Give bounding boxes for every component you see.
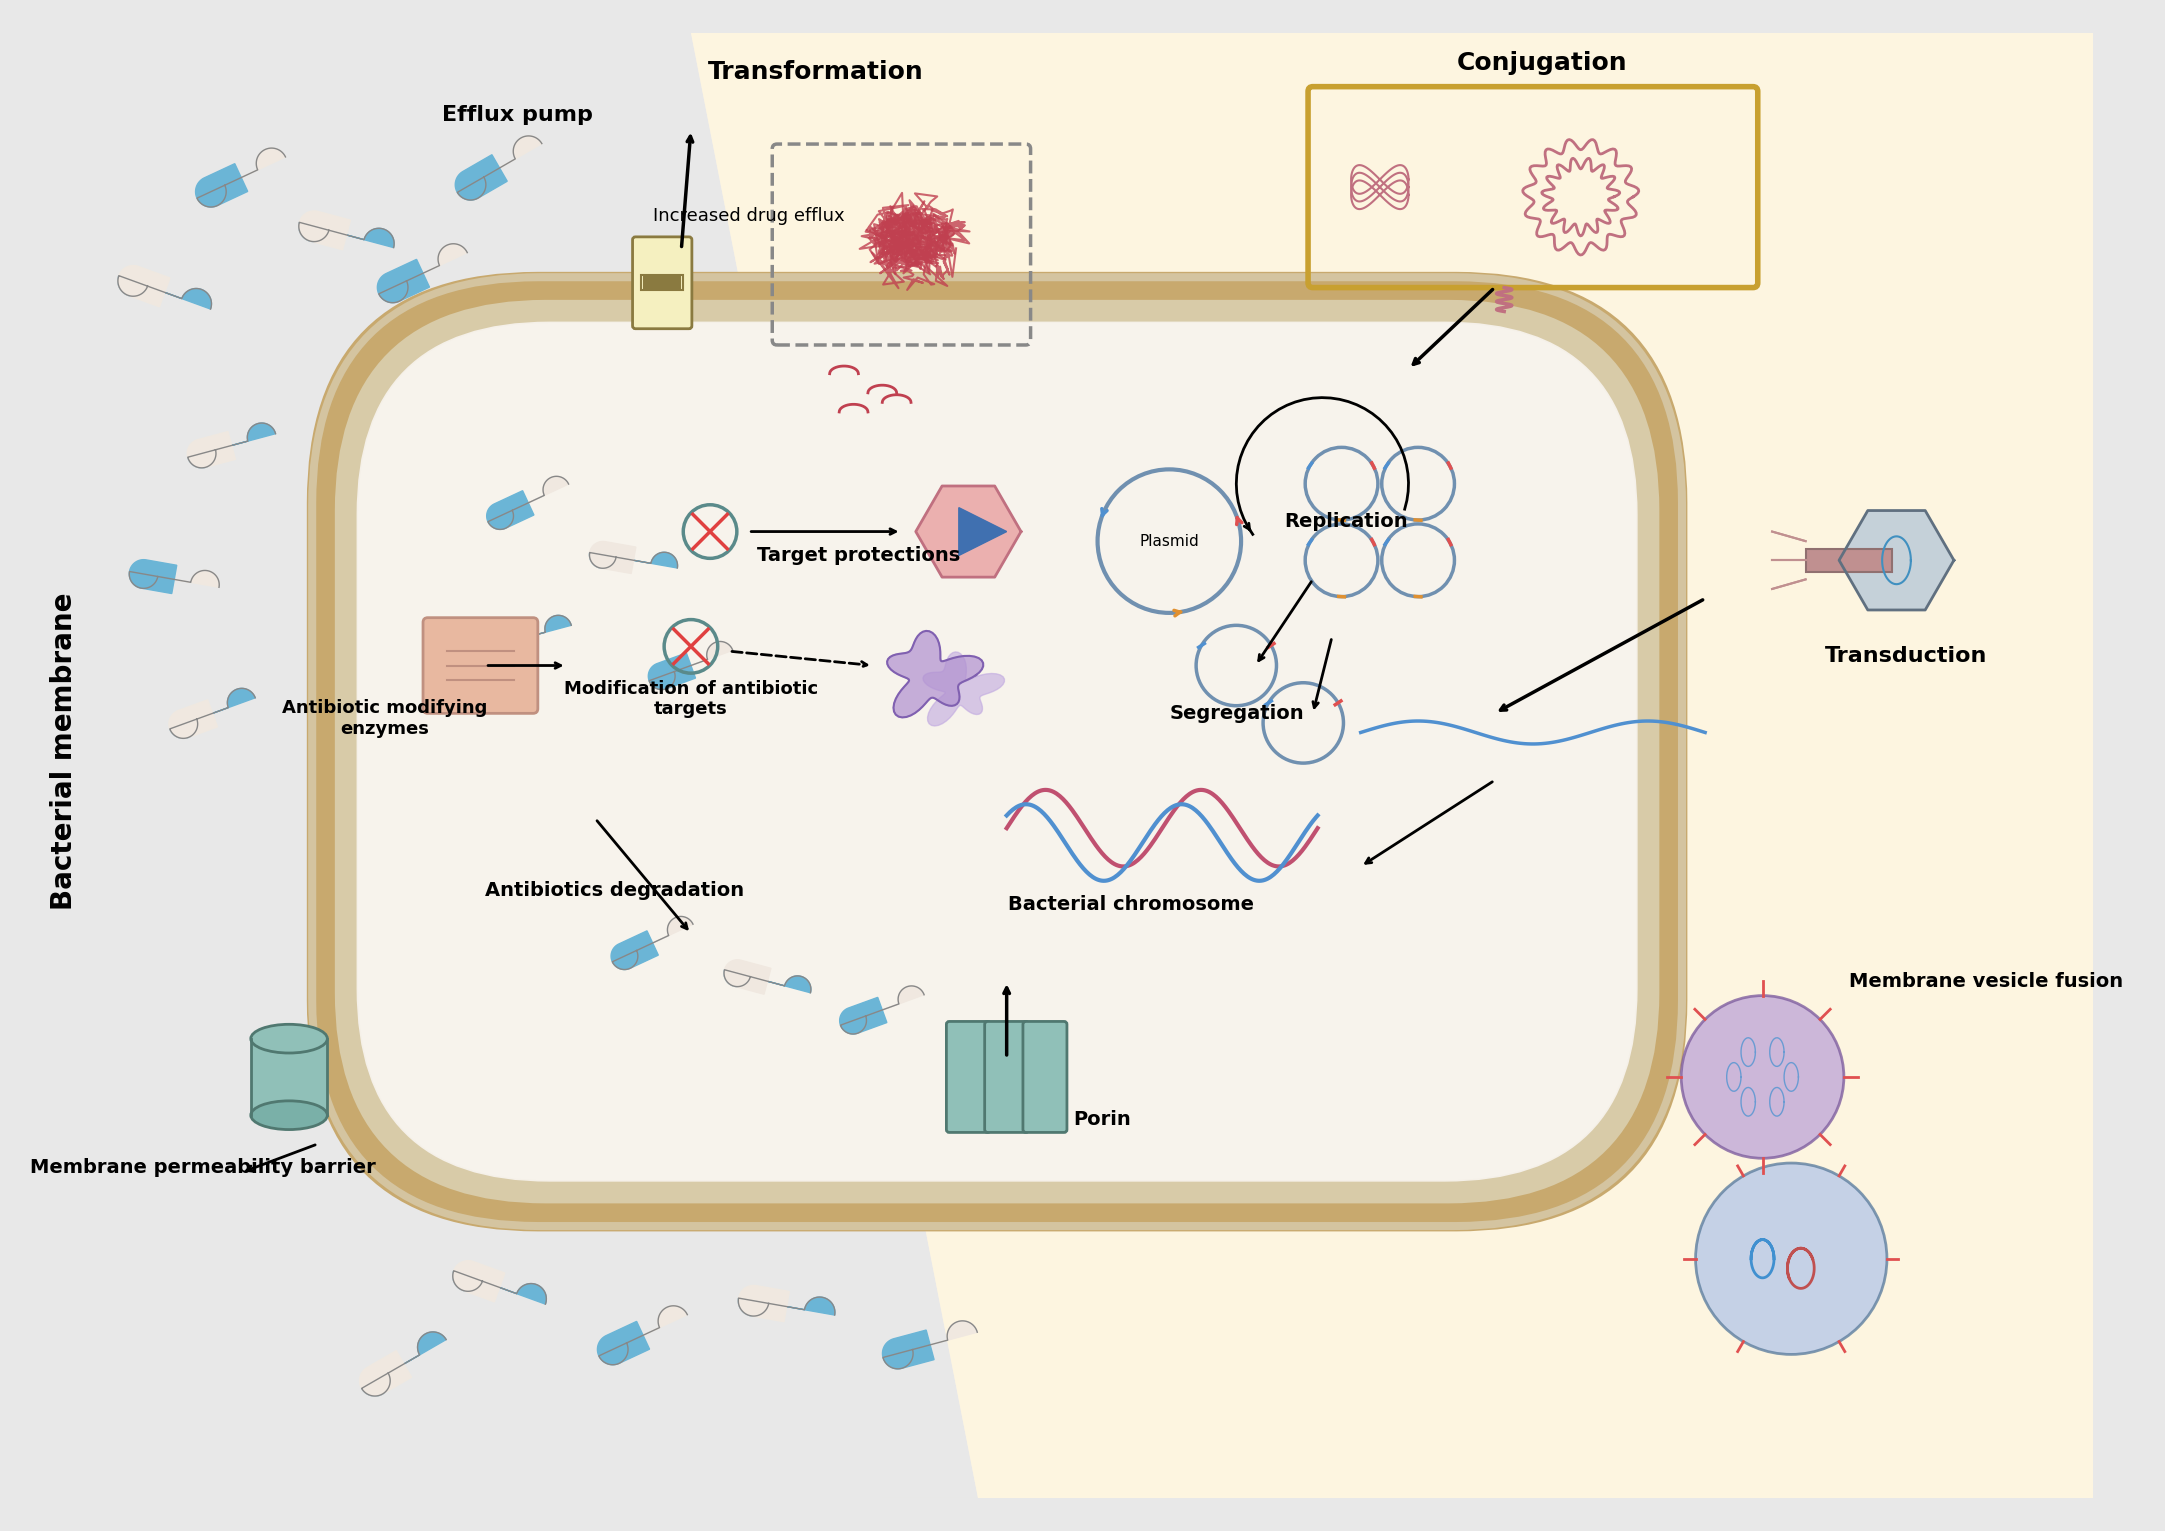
Polygon shape (589, 542, 637, 574)
Polygon shape (840, 997, 888, 1033)
Polygon shape (883, 1330, 933, 1369)
Polygon shape (299, 211, 351, 250)
Polygon shape (691, 34, 1026, 1497)
FancyBboxPatch shape (357, 323, 1637, 1180)
Ellipse shape (251, 1024, 327, 1053)
Polygon shape (169, 700, 216, 738)
Text: Transduction: Transduction (1825, 646, 1987, 666)
Polygon shape (922, 652, 1005, 726)
FancyBboxPatch shape (422, 617, 537, 713)
Text: Conjugation: Conjugation (1457, 51, 1628, 75)
Polygon shape (487, 491, 535, 530)
Circle shape (1695, 1164, 1888, 1355)
Polygon shape (452, 1271, 546, 1304)
FancyBboxPatch shape (946, 1021, 989, 1133)
Bar (1806, 548, 1892, 571)
Polygon shape (613, 917, 693, 969)
Polygon shape (883, 34, 2094, 1497)
Polygon shape (362, 1332, 446, 1396)
Text: Antibiotics degradation: Antibiotics degradation (485, 880, 745, 900)
Polygon shape (611, 931, 658, 969)
Text: Target protections: Target protections (758, 547, 959, 565)
Text: Plasmid: Plasmid (1139, 534, 1199, 548)
Polygon shape (457, 136, 541, 201)
Polygon shape (916, 485, 1022, 577)
Polygon shape (485, 615, 572, 658)
Polygon shape (197, 149, 286, 207)
Text: Modification of antibiotic
targets: Modification of antibiotic targets (563, 680, 818, 718)
Polygon shape (379, 243, 468, 303)
Ellipse shape (251, 1101, 327, 1130)
FancyBboxPatch shape (320, 286, 1674, 1217)
Polygon shape (723, 969, 812, 992)
Polygon shape (840, 986, 924, 1033)
FancyBboxPatch shape (632, 237, 693, 329)
Polygon shape (117, 276, 212, 309)
Polygon shape (195, 164, 247, 207)
Polygon shape (723, 960, 771, 994)
Text: Porin: Porin (1074, 1110, 1132, 1130)
Polygon shape (377, 259, 429, 303)
Polygon shape (650, 641, 732, 689)
FancyBboxPatch shape (307, 273, 1687, 1229)
Text: Antibiotic modifying
enzymes: Antibiotic modifying enzymes (281, 698, 487, 738)
Polygon shape (485, 623, 533, 658)
Bar (643, 276, 682, 291)
FancyBboxPatch shape (357, 323, 1637, 1180)
Circle shape (1682, 995, 1845, 1159)
Text: Bacterial chromosome: Bacterial chromosome (1009, 896, 1254, 914)
Polygon shape (455, 155, 507, 201)
Polygon shape (22, 34, 979, 1497)
Polygon shape (452, 1260, 504, 1301)
Polygon shape (130, 560, 178, 594)
Text: Efflux pump: Efflux pump (442, 106, 593, 126)
FancyBboxPatch shape (327, 292, 1667, 1211)
Text: Membrane permeability barrier: Membrane permeability barrier (30, 1159, 377, 1177)
Polygon shape (600, 1306, 686, 1364)
FancyBboxPatch shape (985, 1021, 1028, 1133)
Polygon shape (959, 508, 1007, 556)
Text: Transformation: Transformation (708, 60, 922, 84)
Text: Bacterial membrane: Bacterial membrane (50, 592, 78, 911)
Polygon shape (117, 265, 169, 306)
Bar (641, 276, 684, 291)
Text: Replication: Replication (1284, 513, 1407, 531)
Polygon shape (589, 553, 678, 568)
Polygon shape (169, 689, 255, 738)
Text: Increased drug efflux: Increased drug efflux (652, 207, 844, 225)
Polygon shape (359, 1350, 411, 1396)
Polygon shape (691, 34, 2094, 1497)
Polygon shape (738, 1286, 790, 1321)
Polygon shape (299, 222, 394, 248)
Bar (251, 1038, 327, 1115)
FancyBboxPatch shape (1022, 1021, 1067, 1133)
Polygon shape (1838, 510, 1953, 609)
Polygon shape (647, 652, 695, 689)
Polygon shape (598, 1321, 650, 1364)
Text: Membrane vesicle fusion: Membrane vesicle fusion (1849, 972, 2122, 991)
Polygon shape (487, 476, 569, 530)
FancyBboxPatch shape (344, 309, 1650, 1194)
Text: Segregation: Segregation (1169, 704, 1303, 723)
Polygon shape (883, 1321, 976, 1369)
Polygon shape (130, 571, 219, 588)
Polygon shape (888, 631, 983, 718)
Polygon shape (188, 432, 236, 468)
Polygon shape (188, 423, 275, 468)
Polygon shape (738, 1297, 836, 1317)
